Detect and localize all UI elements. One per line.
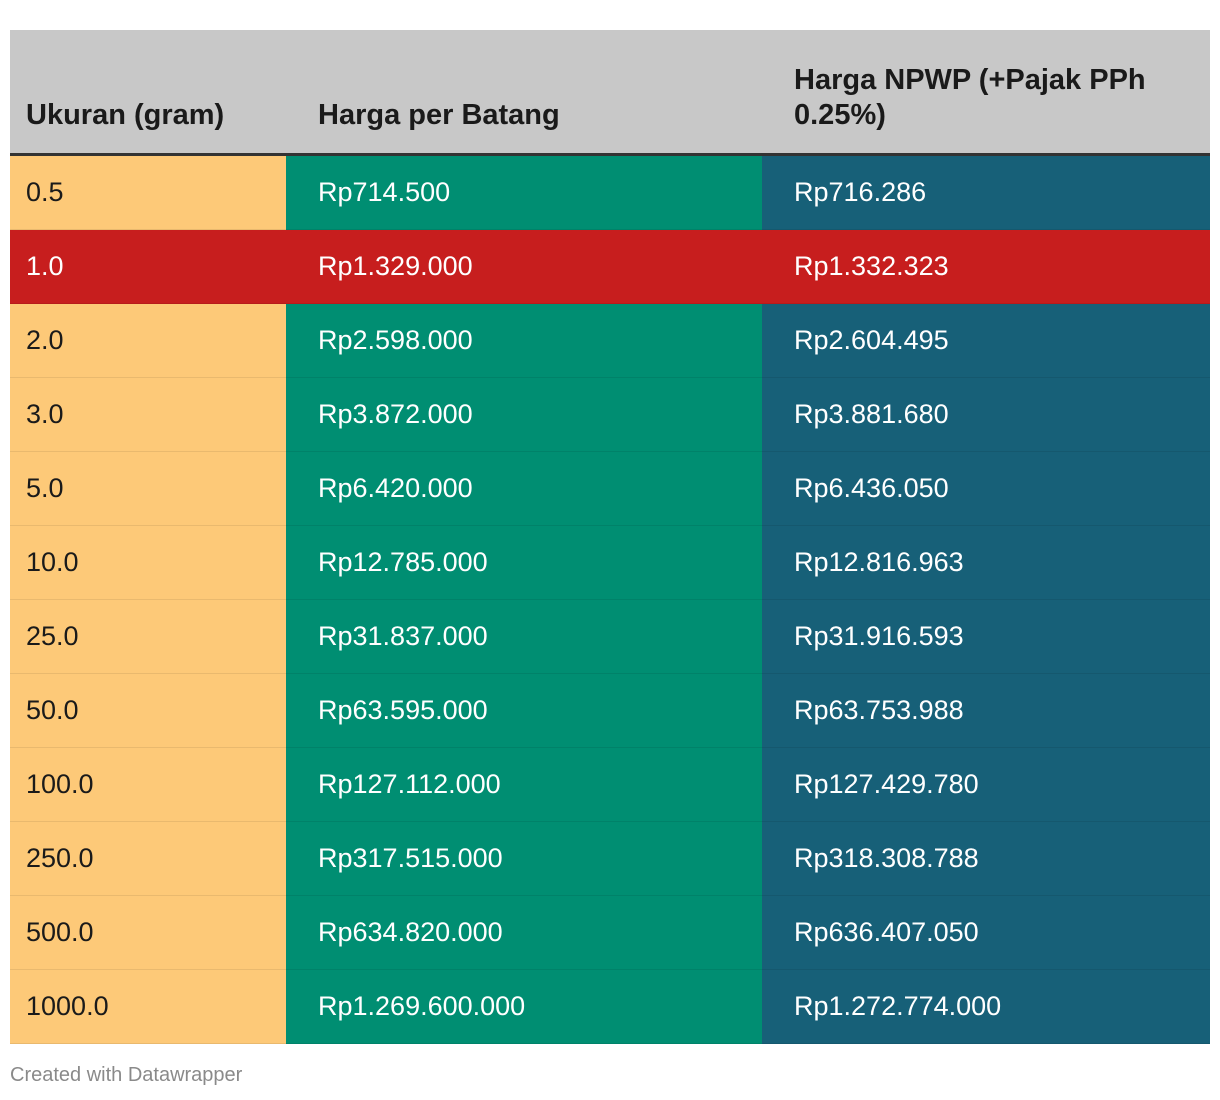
cell-harga-per-batang: Rp31.837.000	[286, 599, 762, 674]
cell-harga-per-batang: Rp1.269.600.000	[286, 969, 762, 1044]
cell-ukuran: 1000.0	[10, 969, 286, 1044]
cell-harga-npwp: Rp12.816.963	[762, 525, 1210, 600]
cell-harga-per-batang: Rp714.500	[286, 154, 762, 230]
cell-ukuran: 2.0	[10, 303, 286, 378]
datawrapper-credit: Created with Datawrapper	[10, 1064, 243, 1086]
cell-harga-npwp: Rp6.436.050	[762, 451, 1210, 526]
cell-harga-per-batang: Rp317.515.000	[286, 821, 762, 896]
header-harga-per-batang: Harga per Batang	[286, 30, 762, 156]
table-body: 0.5 Rp714.500 Rp716.286 1.0 Rp1.329.000 Rp1.3…	[10, 154, 1210, 1044]
header-harga-npwp: Harga NPWP (+Pajak PPh 0.25%)	[762, 30, 1210, 156]
table-row: 1.0 Rp1.329.000 Rp1.332.323	[10, 229, 1210, 304]
cell-harga-per-batang: Rp6.420.000	[286, 451, 762, 526]
cell-harga-npwp: Rp2.604.495	[762, 303, 1210, 378]
cell-harga-per-batang: Rp3.872.000	[286, 377, 762, 452]
cell-harga-npwp: Rp3.881.680	[762, 377, 1210, 452]
cell-harga-npwp: Rp1.272.774.000	[762, 969, 1210, 1044]
cell-harga-per-batang: Rp127.112.000	[286, 747, 762, 822]
table-row: 25.0 Rp31.837.000 Rp31.916.593	[10, 599, 1210, 674]
table-row: 1000.0 Rp1.269.600.000 Rp1.272.774.000	[10, 969, 1210, 1044]
cell-ukuran: 500.0	[10, 895, 286, 970]
table-row: 0.5 Rp714.500 Rp716.286	[10, 154, 1210, 230]
table-row: 500.0 Rp634.820.000 Rp636.407.050	[10, 895, 1210, 970]
table-row: 250.0 Rp317.515.000 Rp318.308.788	[10, 821, 1210, 896]
header-row: Ukuran (gram) Harga per Batang Harga NPW…	[10, 30, 1210, 156]
cell-ukuran: 100.0	[10, 747, 286, 822]
table-header: Ukuran (gram) Harga per Batang Harga NPW…	[10, 30, 1210, 156]
cell-ukuran: 50.0	[10, 673, 286, 748]
cell-harga-per-batang: Rp12.785.000	[286, 525, 762, 600]
cell-harga-per-batang: Rp2.598.000	[286, 303, 762, 378]
cell-harga-npwp: Rp127.429.780	[762, 747, 1210, 822]
header-ukuran: Ukuran (gram)	[10, 30, 286, 156]
cell-harga-per-batang: Rp63.595.000	[286, 673, 762, 748]
cell-ukuran: 25.0	[10, 599, 286, 674]
cell-harga-per-batang: Rp634.820.000	[286, 895, 762, 970]
table-row: 100.0 Rp127.112.000 Rp127.429.780	[10, 747, 1210, 822]
cell-ukuran: 10.0	[10, 525, 286, 600]
cell-ukuran: 250.0	[10, 821, 286, 896]
cell-harga-per-batang: Rp1.329.000	[286, 229, 762, 304]
cell-harga-npwp: Rp63.753.988	[762, 673, 1210, 748]
cell-harga-npwp: Rp318.308.788	[762, 821, 1210, 896]
table-row: 5.0 Rp6.420.000 Rp6.436.050	[10, 451, 1210, 526]
cell-ukuran: 3.0	[10, 377, 286, 452]
table-row: 3.0 Rp3.872.000 Rp3.881.680	[10, 377, 1210, 452]
table-row: 2.0 Rp2.598.000 Rp2.604.495	[10, 303, 1210, 378]
cell-ukuran: 0.5	[10, 154, 286, 230]
cell-harga-npwp: Rp716.286	[762, 154, 1210, 230]
cell-ukuran: 5.0	[10, 451, 286, 526]
table-row: 50.0 Rp63.595.000 Rp63.753.988	[10, 673, 1210, 748]
table-row: 10.0 Rp12.785.000 Rp12.816.963	[10, 525, 1210, 600]
price-table: Ukuran (gram) Harga per Batang Harga NPW…	[10, 30, 1210, 1044]
cell-harga-npwp: Rp31.916.593	[762, 599, 1210, 674]
cell-harga-npwp: Rp636.407.050	[762, 895, 1210, 970]
price-table-container: Ukuran (gram) Harga per Batang Harga NPW…	[10, 30, 1210, 1044]
cell-ukuran: 1.0	[10, 229, 286, 304]
cell-harga-npwp: Rp1.332.323	[762, 229, 1210, 304]
